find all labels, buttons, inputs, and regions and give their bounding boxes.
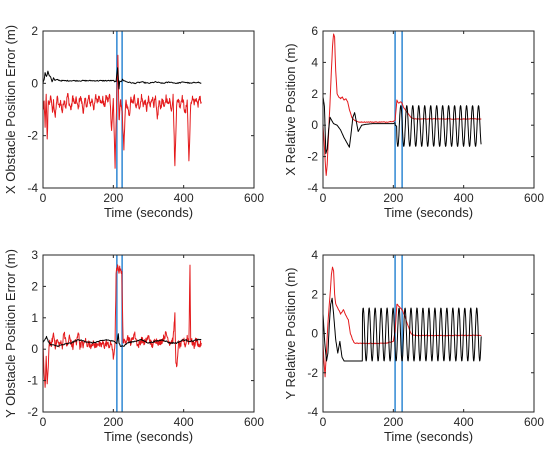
x-error-x-tick-label-0: 0: [40, 191, 47, 205]
y-error-y-tick-label-4: 2: [31, 279, 38, 293]
y-relative-series-red: [323, 266, 482, 378]
y-error-x-tick-label-0: 0: [40, 415, 47, 429]
y-relative-panel: 0 200 400 600 -4 -2 0 2 4 Time (seconds) Y Relativ…: [283, 248, 544, 444]
y-relative-axes-box: [322, 254, 535, 413]
x-error-axes-box: [42, 30, 255, 189]
y-error-x-axis-label: Time (seconds): [104, 429, 193, 444]
y-relative-x-tick-label-0: 0: [320, 415, 327, 429]
x-relative-x-tick-label-2: 400: [454, 191, 474, 205]
y-error-y-tick-label-5: 3: [31, 248, 38, 262]
y-error-x-tick-label-2: 400: [174, 415, 194, 429]
x-error-panel: 0 200 400 600 -4 -2 0 2 Time (seconds) X Obstacle…: [3, 24, 264, 220]
y-error-y-axis-label: Y Obstacle Position Error (m): [3, 249, 18, 418]
x-relative-y-tick-label-2: 0: [311, 118, 318, 132]
x-relative-x-tick-label-3: 600: [524, 191, 544, 205]
x-error-y-tick-label-2: 0: [31, 76, 38, 90]
y-error-y-tick-label-3: 1: [31, 311, 38, 325]
y-error-x-tick-label-3: 600: [244, 415, 264, 429]
y-relative-y-tick-label-2: 0: [311, 327, 318, 341]
y-relative-plot-area: [323, 255, 482, 412]
x-relative-series-black: [323, 96, 482, 154]
y-relative-x-axis-label: Time (seconds): [384, 429, 473, 444]
x-relative-y-axis-label: X Relative Position (m): [283, 43, 298, 175]
y-error-y-tick-label-0: -2: [27, 405, 38, 419]
y-relative-y-tick-label-1: -2: [307, 366, 318, 380]
y-error-series-black: [43, 333, 202, 347]
y-relative-x-tick-label-3: 600: [524, 415, 544, 429]
x-relative-y-tick-label-0: -4: [307, 181, 318, 195]
y-error-panel: 0 200 400 600 -2 -1 0 1 2 3 Time (seconds) Y Obstac…: [3, 248, 264, 444]
x-error-series-red: [43, 54, 202, 169]
x-error-series-black: [43, 67, 202, 90]
x-relative-y-tick-label-1: -2: [307, 150, 318, 164]
x-relative-axes-box: [322, 30, 535, 189]
y-error-axes-box: [42, 254, 255, 413]
x-error-plot-area: [43, 31, 202, 188]
y-error-y-tick-label-1: -1: [27, 374, 38, 388]
x-error-y-axis-label: X Obstacle Position Error (m): [3, 25, 18, 194]
x-relative-plot-area: [323, 31, 482, 188]
y-relative-y-tick-label-4: 4: [311, 248, 318, 262]
x-relative-x-tick-label-0: 0: [320, 191, 327, 205]
y-relative-y-tick-label-0: -4: [307, 405, 318, 419]
x-error-x-tick-label-2: 400: [174, 191, 194, 205]
x-error-x-axis-label: Time (seconds): [104, 205, 193, 220]
y-error-x-tick-label-1: 200: [103, 415, 123, 429]
x-relative-y-tick-label-3: 2: [311, 87, 318, 101]
y-relative-x-tick-label-2: 400: [454, 415, 474, 429]
y-relative-y-tick-label-3: 2: [311, 287, 318, 301]
y-error-y-tick-label-2: 0: [31, 342, 38, 356]
x-relative-x-tick-label-1: 200: [383, 191, 403, 205]
y-error-series-red: [43, 264, 202, 388]
x-relative-y-tick-label-5: 6: [311, 24, 318, 38]
x-relative-x-axis-label: Time (seconds): [384, 205, 473, 220]
x-error-y-tick-label-0: -4: [27, 181, 38, 195]
x-relative-panel: 0 200 400 600 -4 -2 0 2 4 6 Time (seconds) X Relati…: [283, 24, 544, 220]
x-relative-y-tick-label-4: 4: [311, 55, 318, 69]
x-error-x-tick-label-3: 600: [244, 191, 264, 205]
x-error-y-tick-label-3: 2: [31, 24, 38, 38]
y-relative-x-tick-label-1: 200: [383, 415, 403, 429]
y-relative-y-axis-label: Y Relative Position (m): [283, 268, 298, 400]
y-error-plot-area: [43, 255, 202, 412]
x-error-y-tick-label-1: -2: [27, 129, 38, 143]
x-error-x-tick-label-1: 200: [103, 191, 123, 205]
y-relative-series-black: [323, 297, 482, 362]
